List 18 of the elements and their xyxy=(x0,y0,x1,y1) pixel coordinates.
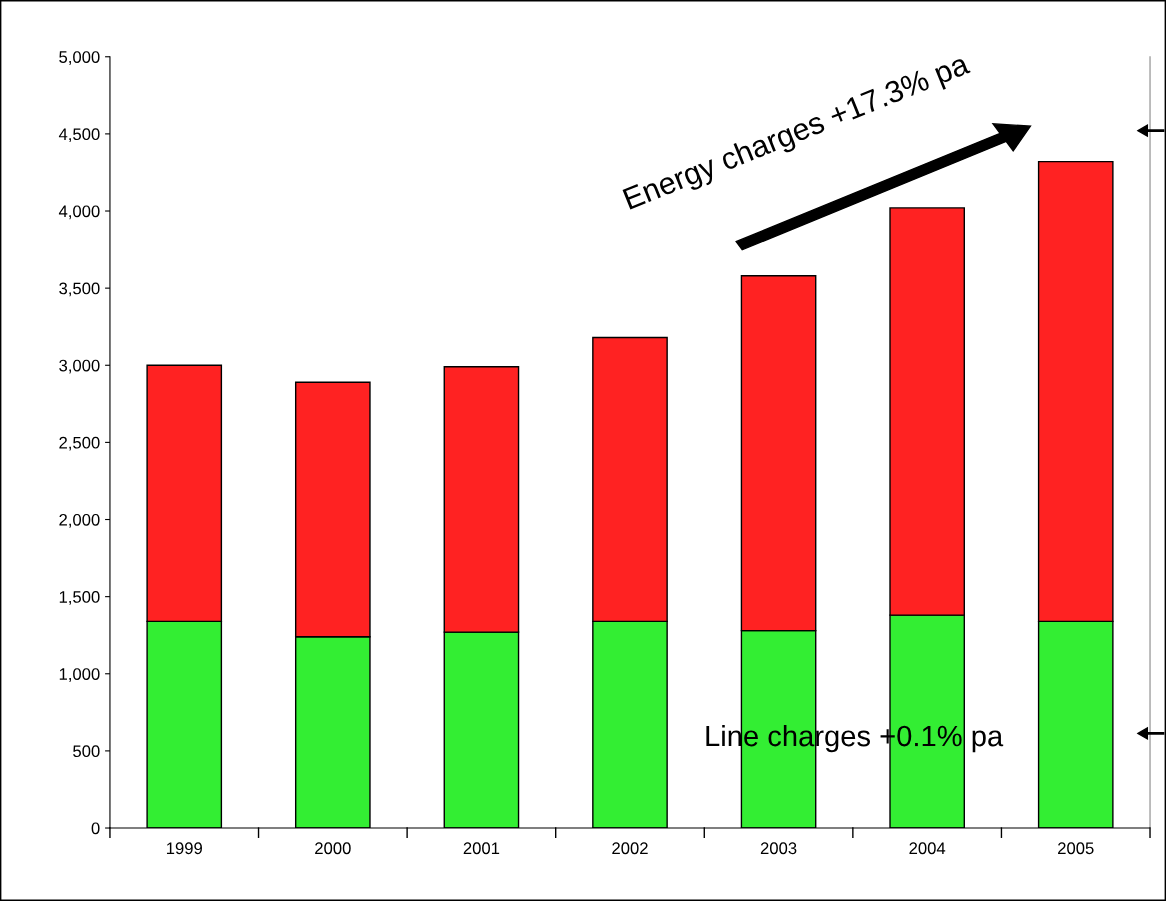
x-tick-label: 2001 xyxy=(463,842,500,855)
y-tick-label: 3,500 xyxy=(59,282,100,297)
y-tick-label: 5,000 xyxy=(59,51,100,65)
y-tick-label: 4,500 xyxy=(58,128,100,143)
x-tick-label: 2002 xyxy=(612,842,648,855)
x-tick-label: 2003 xyxy=(760,842,797,855)
y-tick-label: 500 xyxy=(73,745,100,758)
y-tick-label: 4,000 xyxy=(58,205,100,220)
y-tick-label: 1,000 xyxy=(59,668,100,682)
x-tick-label: 1999 xyxy=(166,842,202,855)
y-tick-label: 0 xyxy=(91,822,100,835)
x-tick-label: 2005 xyxy=(1058,842,1094,855)
x-tick-label: 2000 xyxy=(315,842,351,855)
x-tick-label: 2004 xyxy=(909,842,946,855)
y-tick-label: 3,000 xyxy=(59,359,100,374)
y-tick-label: 1,500 xyxy=(59,591,100,605)
y-tick-label: 2,500 xyxy=(59,436,100,451)
y-tick-label: 2,000 xyxy=(59,513,100,528)
